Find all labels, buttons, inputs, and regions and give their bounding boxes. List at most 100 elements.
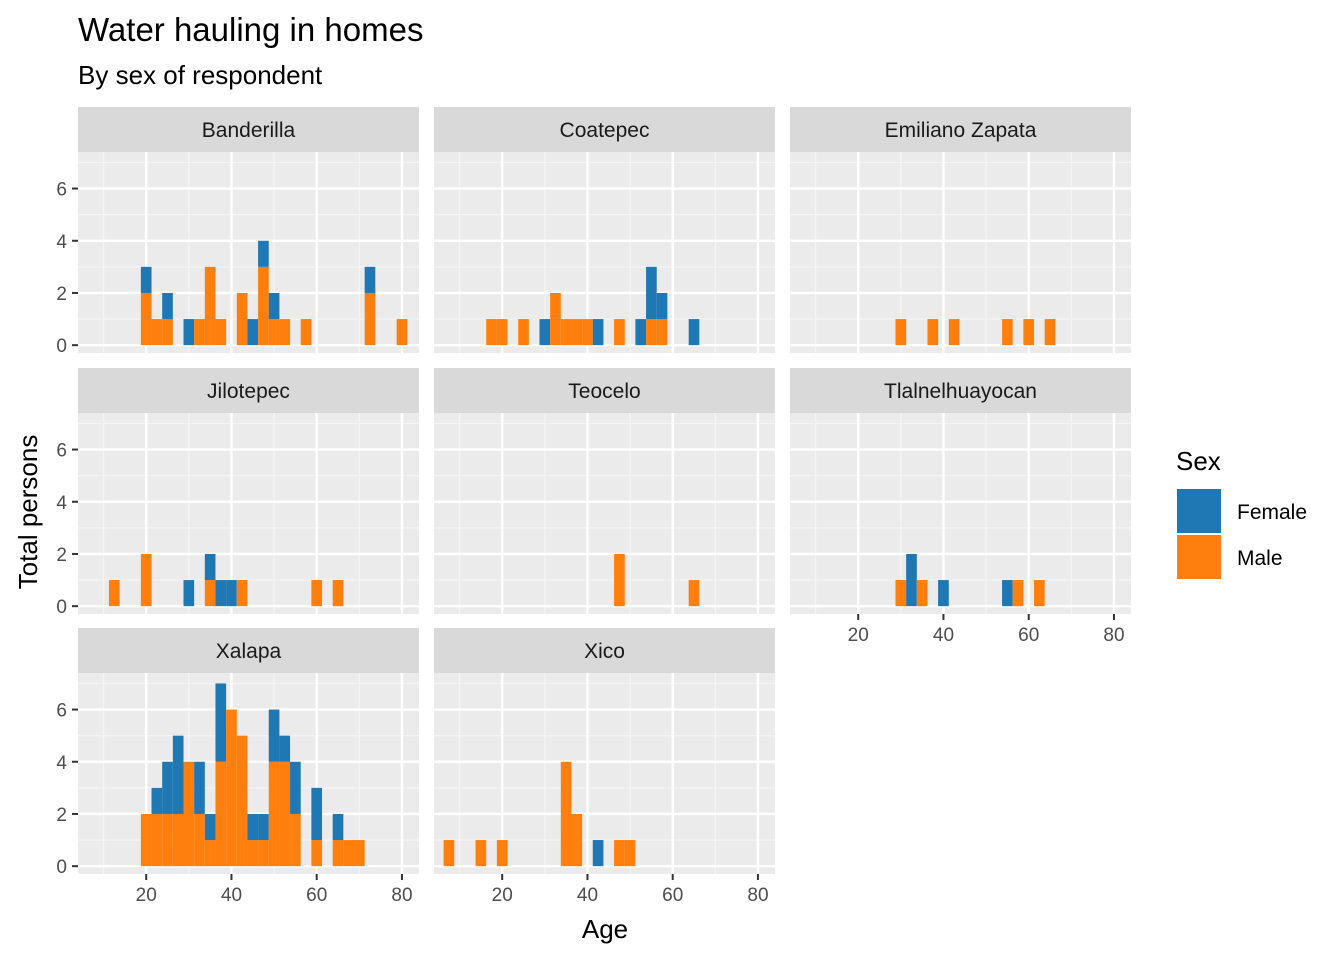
x-tick-label: 60: [1018, 625, 1039, 646]
bar-male: [332, 840, 344, 867]
y-tick-label: 2: [56, 805, 67, 826]
bar-female: [311, 787, 323, 841]
x-tick-label: 20: [136, 885, 157, 906]
bar-female: [279, 735, 291, 762]
bar-male: [236, 580, 248, 607]
bar-male: [194, 319, 205, 346]
bar-male: [290, 813, 301, 867]
bar-male: [151, 813, 163, 867]
bar-male: [1044, 319, 1056, 346]
bar-male: [571, 813, 583, 867]
legend-label-male: Male: [1237, 547, 1283, 570]
legend-key-male: [1177, 535, 1221, 579]
facet-strip-xalapa: [78, 628, 419, 673]
bar-male: [215, 761, 227, 867]
facet-strip-label-jilotepec: Jilotepec: [207, 380, 290, 403]
bar-male: [236, 735, 248, 867]
facet-strip-jilotepec: [78, 368, 419, 413]
bar-male: [194, 813, 205, 867]
bar-male: [1012, 580, 1024, 607]
bar-male: [560, 319, 572, 346]
y-tick-label: 0: [56, 336, 67, 357]
bar-male: [518, 319, 529, 346]
y-tick-label: 4: [56, 753, 67, 774]
legend-label-female: Female: [1237, 501, 1307, 524]
bar-female: [172, 735, 184, 814]
bar-male: [688, 580, 700, 607]
bar-male: [140, 292, 152, 346]
bar-male: [496, 319, 508, 346]
bar-male: [279, 319, 291, 346]
legend-key-female: [1177, 489, 1221, 533]
bar-female: [258, 240, 269, 267]
panel-background-tlalnelhuayocan: [790, 413, 1131, 614]
y-tick-label: 0: [56, 597, 67, 618]
y-tick-label: 0: [56, 857, 67, 878]
bar-male: [496, 840, 508, 867]
facet-banderilla: Banderilla 0 2 4 6: [56, 107, 419, 357]
chart-subtitle: By sex of respondent: [78, 60, 323, 90]
bar-female: [1002, 580, 1013, 607]
bar-male: [646, 319, 657, 346]
bar-female: [268, 292, 280, 320]
bar-male: [582, 319, 593, 346]
y-axis-title: Total persons: [13, 435, 43, 590]
facet-strip-banderilla: [78, 107, 419, 152]
bar-male: [916, 580, 928, 607]
bar-male: [162, 319, 173, 346]
bar-male: [486, 319, 497, 346]
bar-male: [140, 553, 152, 607]
bar-male: [948, 319, 960, 346]
bar-male: [204, 840, 216, 867]
y-tick-label: 4: [56, 232, 67, 253]
x-tick-label: 20: [848, 625, 869, 646]
bar-male: [311, 840, 323, 867]
bar-male: [895, 319, 907, 346]
chart-title: Water hauling in homes: [78, 11, 423, 48]
bar-female: [364, 266, 376, 293]
bar-male: [332, 580, 344, 607]
bar-female: [268, 709, 280, 762]
bar-male: [311, 580, 323, 607]
bar-male: [1002, 319, 1013, 346]
x-tick-label: 40: [577, 885, 598, 906]
bar-female: [183, 580, 195, 607]
facet-strip-label-emiliano-zapata: Emiliano Zapata: [885, 119, 1037, 142]
bar-female: [226, 580, 237, 607]
y-tick-label: 6: [56, 701, 67, 722]
bar-male: [226, 709, 237, 867]
facet-strip-label-coatepec: Coatepec: [560, 119, 650, 142]
bar-male: [475, 840, 487, 867]
bar-male: [140, 813, 152, 867]
y-tick-label: 2: [56, 284, 67, 305]
bar-female: [539, 319, 551, 346]
bar-male: [364, 292, 376, 346]
bar-female: [258, 813, 269, 841]
bar-female: [290, 761, 301, 814]
bar-male: [353, 840, 365, 867]
facet-strip-coatepec: [434, 107, 775, 152]
x-tick-label: 40: [221, 885, 242, 906]
facet-strip-xico: [434, 628, 775, 673]
facet-strip-label-tlalnelhuayocan: Tlalnelhuayocan: [884, 380, 1037, 403]
bar-male: [614, 840, 625, 867]
facet-emiliano-zapata: Emiliano Zapata: [790, 107, 1131, 353]
x-tick-label: 60: [662, 885, 683, 906]
legend-title: Sex: [1176, 446, 1221, 476]
bar-male: [614, 319, 625, 346]
bar-female: [592, 319, 604, 346]
panel-background-jilotepec: [78, 413, 419, 614]
bar-male: [550, 292, 561, 346]
bar-female: [646, 266, 657, 320]
bar-male: [614, 553, 625, 607]
bar-male: [258, 840, 269, 867]
bar-male: [258, 266, 269, 346]
bar-female: [194, 761, 205, 814]
x-tick-label: 80: [391, 885, 412, 906]
facet-xico: Xico 20 40 60 80: [434, 628, 775, 906]
bar-female: [151, 787, 163, 814]
facet-strip-label-xico: Xico: [584, 640, 625, 663]
bar-male: [108, 580, 120, 607]
bar-female: [592, 840, 604, 867]
